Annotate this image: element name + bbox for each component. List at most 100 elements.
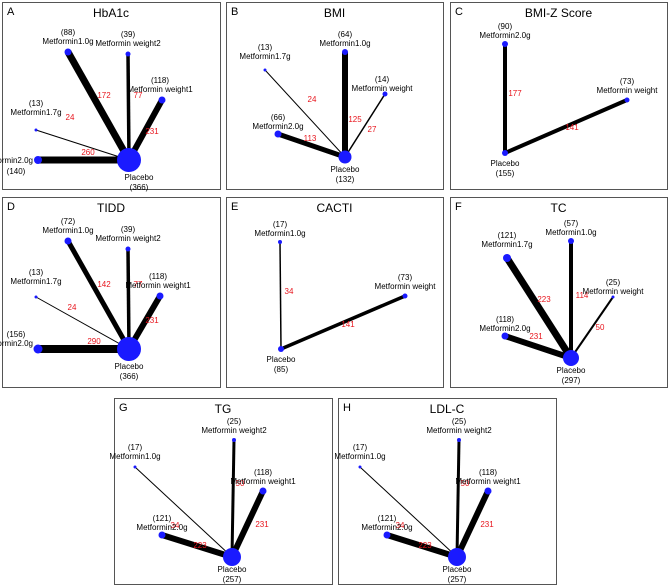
edge-m10-pl	[279, 241, 282, 350]
node-count: (13)	[29, 268, 44, 277]
edge-label: 141	[341, 320, 355, 329]
node-name: Placebo	[491, 159, 520, 168]
node-name: Metformin1.0g	[319, 39, 370, 48]
edge-label: 113	[304, 134, 317, 143]
edge-label: 50	[461, 479, 470, 488]
edge-label: 142	[97, 280, 111, 289]
edge-m20-pl	[277, 131, 346, 160]
edge-m20-pl	[504, 333, 572, 361]
network-edges	[35, 239, 163, 353]
network-nodes	[263, 49, 388, 164]
node-metformin1-7g	[263, 68, 267, 72]
node-name: Metformin1.0g	[42, 226, 93, 235]
node-count: (73)	[620, 77, 635, 86]
edge-mw1-pl	[454, 489, 491, 559]
node-count: (121)	[153, 514, 172, 523]
panel-letter: F	[455, 201, 462, 213]
node-metformin1-0g	[133, 465, 137, 469]
node-name: Metformin1.7g	[239, 52, 290, 61]
node-metformin-weight2	[457, 438, 461, 442]
node-labels: (90)Metformin2.0g (73)Metformin weight Pla…	[479, 22, 658, 178]
node-name: Metformin1.0g	[109, 452, 160, 461]
node-count: (257)	[448, 575, 467, 584]
node-placebo	[448, 548, 466, 566]
node-labels: (25)Metformin weight2 (17)Metformin1.0g (1…	[109, 417, 296, 584]
edge-labels: 34 141	[285, 287, 356, 329]
node-name: Metformin weight1	[125, 281, 191, 290]
edge-label: 114	[576, 291, 589, 300]
node-metformin1-7g	[503, 254, 511, 262]
edge-m20-pl	[161, 532, 233, 560]
node-labels: (17)Metformin1.0g (73)Metformin weight Pla…	[254, 220, 436, 374]
node-count: (118)	[151, 76, 169, 85]
edge-label: 125	[348, 115, 362, 124]
network-edges	[279, 241, 406, 351]
node-metformin-weight2	[125, 246, 131, 252]
node-metformin2-0g	[501, 332, 509, 340]
node-name: Metformin weight	[375, 282, 437, 291]
panel-letter: A	[7, 6, 15, 18]
node-name: Metformin weight2	[426, 426, 492, 435]
edge-label: 231	[255, 520, 269, 529]
node-count: (39)	[121, 30, 136, 39]
node-count: (66)	[271, 113, 286, 122]
node-count: (155)	[496, 169, 515, 178]
panel-frame	[450, 2, 668, 190]
network-nodes	[34, 48, 166, 172]
panel-c: C BMI-Z Score 177 141 (90)Metformin2.0g (73)M…	[450, 2, 668, 190]
edge-mw-pl	[280, 294, 406, 351]
node-name: Metformin weight	[583, 287, 645, 296]
node-count: (297)	[562, 376, 581, 385]
edge-labels: 34 50 231 223	[396, 479, 495, 550]
node-metformin1-0g	[568, 238, 574, 244]
panel-a: A HbA1c 172 77 231 24 260 (88)Metformin1.0g (39)…	[0, 2, 221, 192]
node-metformin-weight1	[259, 487, 267, 495]
panel-title: TC	[551, 201, 567, 215]
node-placebo	[117, 148, 141, 172]
node-labels: (88)Metformin1.0g (39)Metformin weight2 (1…	[0, 28, 193, 192]
node-count: (90)	[498, 22, 513, 31]
node-count: (17)	[353, 443, 368, 452]
node-count: (25)	[452, 417, 467, 426]
node-name: Metformin weight	[352, 84, 414, 93]
edge-label: 231	[480, 520, 494, 529]
node-count: (121)	[498, 231, 517, 240]
node-name: Metformin2.0g	[252, 122, 303, 131]
edge-label: 223	[537, 295, 551, 304]
network-nodes	[133, 438, 267, 566]
node-name: Metformin weight2	[201, 426, 267, 435]
edge-m10-pl	[134, 466, 233, 558]
edge-m20-pl	[386, 532, 458, 560]
node-metformin-weight	[382, 91, 388, 97]
node-name: Metformin weight1	[455, 477, 521, 486]
edge-label: 223	[193, 541, 207, 550]
node-count: (14)	[375, 75, 390, 84]
panel-letter: C	[455, 6, 463, 18]
node-name: Metformin weight2	[95, 39, 161, 48]
edge-mw1-pl	[229, 489, 266, 559]
edge-label: 177	[508, 89, 522, 98]
panel-letter: D	[7, 201, 15, 213]
node-name: Metformin weight1	[230, 477, 296, 486]
panel-frame	[226, 2, 444, 190]
node-count: (57)	[564, 219, 579, 228]
node-name: Metformin1.0g	[545, 228, 596, 237]
edge-label: 223	[418, 541, 432, 550]
node-metformin1-0g	[358, 465, 362, 469]
edge-m17-pl	[264, 69, 346, 158]
node-count: (72)	[61, 217, 76, 226]
node-name: Metformin1.7g	[10, 277, 61, 286]
edge-label: 34	[171, 521, 180, 530]
node-metformin-weight2	[232, 438, 236, 442]
node-name: Metformin2.0g	[479, 31, 530, 40]
network-edges	[359, 439, 491, 560]
network-nodes	[501, 238, 615, 366]
edge-label: 24	[66, 113, 75, 122]
node-count: (118)	[496, 315, 514, 324]
panel-letter: G	[119, 402, 128, 414]
node-count: (118)	[479, 468, 497, 477]
node-metformin1-0g	[64, 237, 72, 245]
panel-e: E CACTI 34 141 (17)Metformin1.0g (73)Metformi…	[226, 197, 444, 388]
node-placebo	[223, 548, 241, 566]
node-name: Placebo	[218, 565, 247, 574]
